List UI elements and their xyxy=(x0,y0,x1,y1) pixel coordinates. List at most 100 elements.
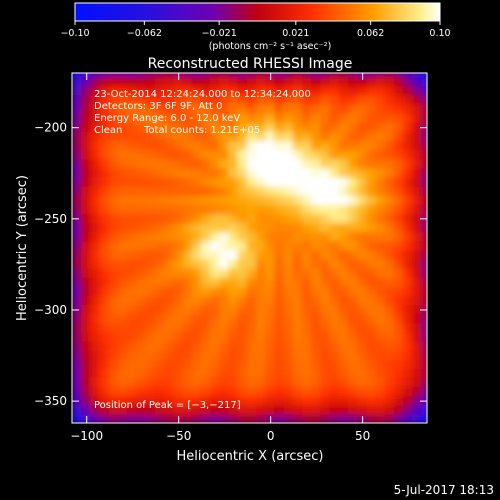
heatmap-cell xyxy=(173,186,183,196)
heatmap-cell xyxy=(219,76,229,87)
heatmap-cell xyxy=(274,295,285,306)
heatmap-cell xyxy=(163,377,174,388)
heatmap-cell xyxy=(145,295,156,306)
heatmap-cell xyxy=(72,103,82,114)
heatmap-cell xyxy=(329,94,340,105)
heatmap-cell xyxy=(255,286,266,296)
heatmap-cell xyxy=(117,158,128,169)
heatmap-cell xyxy=(320,231,331,242)
heatmap-cell xyxy=(329,277,340,287)
heatmap-cell xyxy=(163,322,174,333)
heatmap-cell xyxy=(421,313,427,324)
heatmap-cell xyxy=(412,313,423,324)
heatmap-cell xyxy=(228,73,239,78)
heatmap-cell xyxy=(329,85,340,96)
heatmap-cell xyxy=(228,204,239,214)
image-info: 23-Oct-2014 12:24:24.000 to 12:34:24.000… xyxy=(94,89,311,411)
heatmap-cell xyxy=(384,149,395,160)
heatmap-cell xyxy=(237,413,248,423)
heatmap-cell xyxy=(255,359,266,369)
heatmap-cell xyxy=(145,350,156,360)
heatmap-cell xyxy=(412,368,423,379)
heatmap-cell xyxy=(347,213,358,224)
heatmap-cell xyxy=(338,158,349,169)
heatmap-cell xyxy=(283,377,294,388)
heatmap-cell xyxy=(384,122,395,132)
heatmap-cell xyxy=(329,103,340,114)
heatmap-cell xyxy=(421,240,427,251)
heatmap-cell xyxy=(274,350,285,360)
heatmap-cell xyxy=(283,73,294,78)
heatmap-cell xyxy=(255,131,266,142)
heatmap-cell xyxy=(72,413,82,423)
heatmap-cell xyxy=(136,277,147,287)
heatmap-cell xyxy=(191,158,202,169)
heatmap-cell xyxy=(154,395,165,406)
heatmap-cell xyxy=(265,195,275,205)
heatmap-cell xyxy=(200,213,211,224)
heatmap-cell xyxy=(200,295,211,306)
heatmap-cell xyxy=(329,404,340,415)
heatmap-cell xyxy=(246,113,257,123)
heatmap-cell xyxy=(375,76,386,87)
heatmap-cell xyxy=(283,258,294,269)
heatmap-cell xyxy=(255,322,266,333)
heatmap-cell xyxy=(154,258,165,269)
heatmap-cell xyxy=(292,167,303,178)
heatmap-cell xyxy=(338,103,349,114)
heatmap-cell xyxy=(301,122,312,132)
heatmap-cell xyxy=(366,195,377,205)
heatmap-cell xyxy=(246,322,257,333)
heatmap-cell xyxy=(81,240,91,251)
heatmap-cell xyxy=(72,277,82,287)
heatmap-cell xyxy=(173,295,183,306)
heatmap-cell xyxy=(173,204,183,214)
heatmap-cell xyxy=(72,122,82,132)
heatmap-cell xyxy=(127,73,137,78)
heatmap-cell xyxy=(200,204,211,214)
heatmap-cell xyxy=(219,340,229,351)
heatmap-cell xyxy=(292,204,303,214)
heatmap-cell xyxy=(283,140,294,151)
heatmap-cell xyxy=(237,313,248,324)
heatmap-cell xyxy=(265,322,275,333)
heatmap-cell xyxy=(283,213,294,224)
heatmap-cell xyxy=(200,122,211,132)
heatmap-cell xyxy=(338,213,349,224)
heatmap-cell xyxy=(219,359,229,369)
heatmap-cell xyxy=(412,140,423,151)
heatmap-cell xyxy=(265,313,275,324)
heatmap-cell xyxy=(412,85,423,96)
heatmap-cell xyxy=(163,85,174,96)
heatmap-cell xyxy=(292,240,303,251)
heatmap-cell xyxy=(366,377,377,388)
heatmap-cell xyxy=(366,103,377,114)
heatmap-cell xyxy=(320,368,331,379)
heatmap-cell xyxy=(403,176,413,187)
heatmap-cell xyxy=(163,213,174,224)
heatmap-cell xyxy=(136,73,147,78)
heatmap-cell xyxy=(393,73,404,78)
heatmap-cell xyxy=(320,131,331,142)
heatmap-cell xyxy=(301,240,312,251)
heatmap-cell xyxy=(90,94,101,105)
heatmap-cell xyxy=(338,404,349,415)
method-text: Clean xyxy=(94,125,122,136)
heatmap-cell xyxy=(228,313,239,324)
heatmap-cell xyxy=(366,94,377,105)
heatmap-cell xyxy=(145,304,156,315)
heatmap-cell xyxy=(329,268,340,278)
heatmap-cell xyxy=(228,113,239,123)
heatmap-cell xyxy=(99,213,110,224)
heatmap-cell xyxy=(209,313,220,324)
heatmap-cell xyxy=(338,350,349,360)
heatmap-cell xyxy=(375,213,386,224)
heatmap-cell xyxy=(228,176,239,187)
heatmap-cell xyxy=(154,413,165,423)
heatmap-cell xyxy=(393,204,404,214)
heatmap-cell xyxy=(81,359,91,369)
heatmap-cell xyxy=(154,368,165,379)
heatmap-cell xyxy=(265,131,275,142)
heatmap-cell xyxy=(182,103,193,114)
heatmap-cell xyxy=(173,268,183,278)
